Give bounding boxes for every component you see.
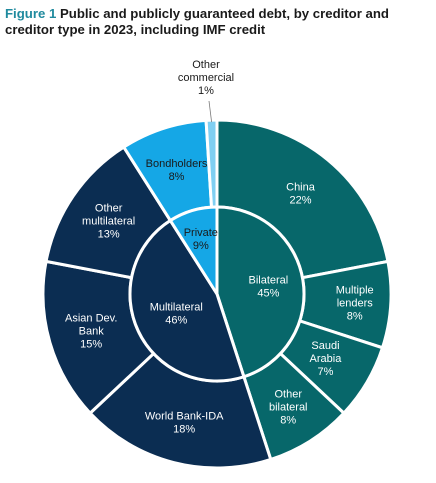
label-china-value-label: 22% — [289, 195, 311, 207]
label-other-bilateral-name-label: Other — [275, 388, 303, 400]
label-asian-dev-bank-name-label: Asian Dev. — [65, 313, 117, 325]
label-china-name-label: China — [286, 182, 316, 194]
label-other-multilateral-name-label: multilateral — [82, 215, 135, 227]
label-private-value-label: 9% — [193, 240, 209, 252]
label-other-commercial-name-label: commercial — [178, 72, 234, 84]
label-bilateral-name-label: Bilateral — [248, 274, 288, 286]
label-bondholders-name-label: Bondholders — [146, 158, 208, 170]
label-saudi-arabia-name-label: Saudi — [311, 340, 339, 352]
label-other-bilateral-name-label: bilateral — [269, 401, 308, 413]
leader-line-other-commercial — [208, 100, 212, 123]
label-saudi-arabia-value-label: 7% — [318, 366, 334, 378]
label-bilateral-value-label: 45% — [257, 287, 279, 299]
label-world-bank-ida-name-label: World Bank-IDA — [145, 410, 224, 422]
label-saudi-arabia-name-label: Arabia — [310, 353, 343, 365]
label-other-commercial-value-label: 1% — [198, 85, 214, 97]
chart-title: Figure 1 Public and publicly guaranteed … — [5, 6, 431, 38]
label-other-bilateral-value-label: 8% — [280, 414, 296, 426]
label-multiple-lenders-value-label: 8% — [347, 311, 363, 323]
slice-inner-bilateral — [215, 205, 306, 379]
label-other-commercial-name-label: Other — [192, 59, 220, 71]
figure-title: Public and publicly guaranteed debt, by … — [5, 6, 389, 37]
label-multilateral-name-label: Multilateral — [150, 302, 203, 314]
label-asian-dev-bank-name-label: Bank — [79, 326, 105, 338]
label-private-name-label: Private — [184, 227, 218, 239]
label-bondholders-value-label: 8% — [169, 171, 185, 183]
label-multiple-lenders-name-label: lenders — [337, 298, 374, 310]
label-multilateral-value-label: 46% — [165, 315, 187, 327]
label-multiple-lenders-name-label: Multiple — [336, 285, 374, 297]
slice-inner-private — [168, 205, 219, 296]
figure-label: Figure 1 — [5, 6, 57, 21]
label-other-multilateral-value-label: 13% — [98, 228, 120, 240]
label-other-multilateral-name-label: Other — [95, 202, 123, 214]
label-world-bank-ida-value-label: 18% — [173, 423, 195, 435]
slice-inner-multilateral — [128, 219, 246, 383]
label-asian-dev-bank-value-label: 15% — [80, 339, 102, 351]
